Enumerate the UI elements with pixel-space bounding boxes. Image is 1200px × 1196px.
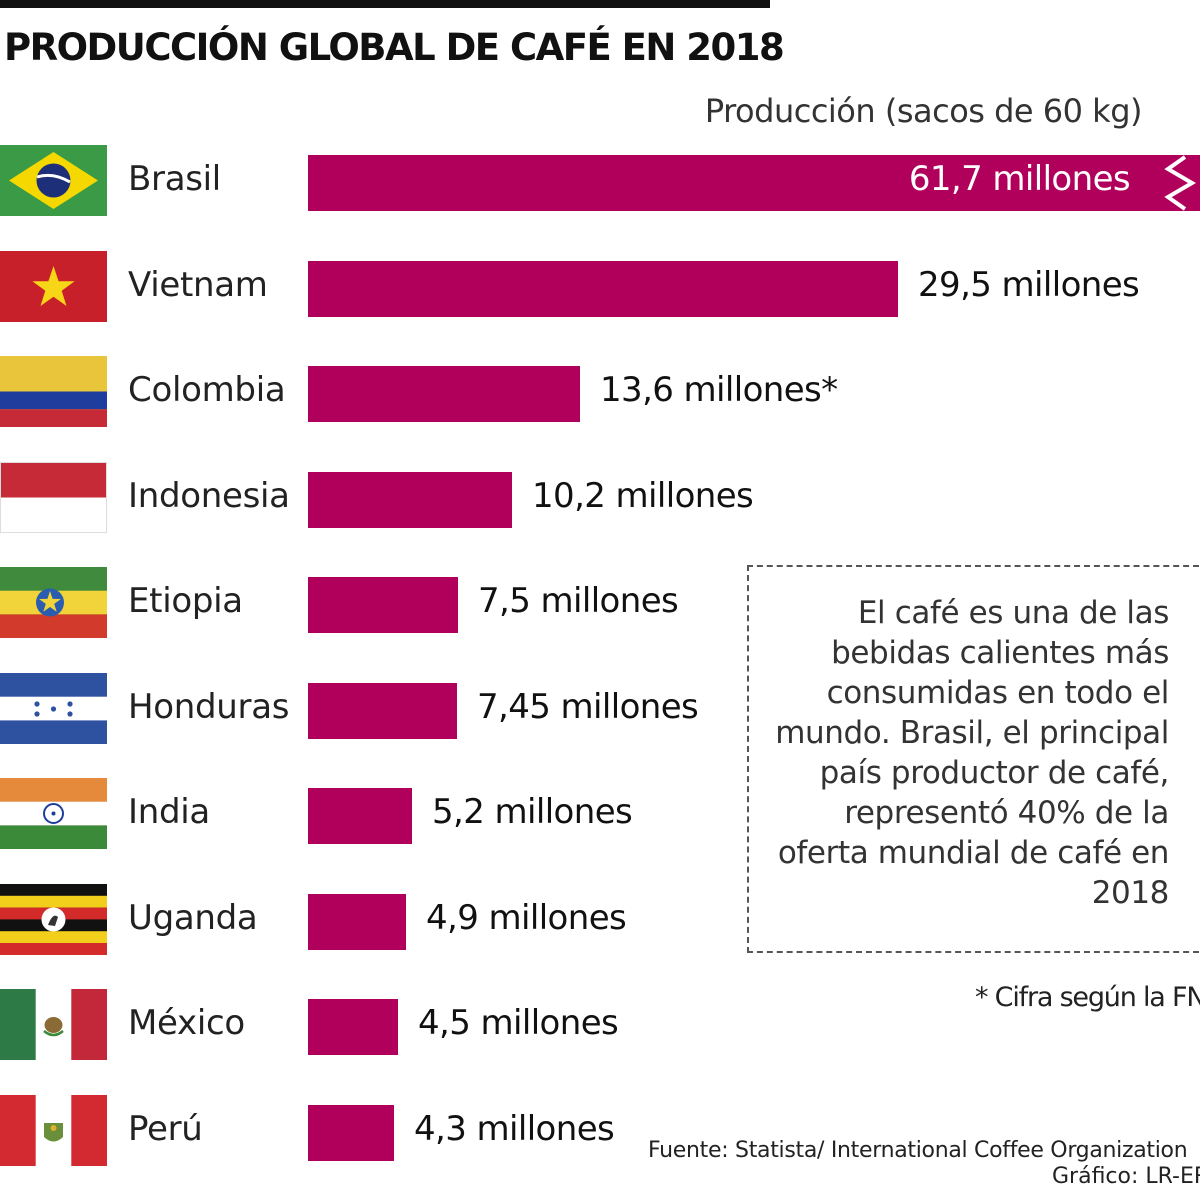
unit-label: Producción (sacos de 60 kg) <box>704 92 1143 130</box>
note-box: El café es una de las bebidas calientes … <box>747 565 1199 953</box>
chart-row-colombia: Colombia 13,6 millones* <box>0 356 1200 430</box>
chart-row-mexico: México 4,5 millones <box>0 989 1200 1063</box>
category-label: Etiopia <box>128 581 243 621</box>
bar-vietnam <box>308 261 898 317</box>
source-credit: Fuente: Statista/ International Coffee O… <box>648 1138 1188 1163</box>
bar-mexico <box>308 999 398 1055</box>
value-label: 7,5 millones <box>478 581 679 621</box>
category-label: Indonesia <box>128 476 290 516</box>
note-text: El café es una de las bebidas calientes … <box>775 595 1169 911</box>
footnote: * Cifra según la FNC <box>975 982 1200 1013</box>
category-label: India <box>128 792 210 832</box>
vietnam-flag-icon <box>0 251 107 322</box>
chart-row-uganda: Uganda 4,9 millones <box>0 884 1200 958</box>
value-label: 5,2 millones <box>432 792 633 832</box>
bar-colombia <box>308 366 580 422</box>
value-label: 7,45 millones <box>477 687 699 727</box>
bar-uganda <box>308 894 406 950</box>
chart-row-india: India 5,2 millones <box>0 778 1200 852</box>
chart-row-peru: Perú 4,3 millones <box>0 1095 1200 1169</box>
chart-row-vietnam: Vietnam 29,5 millones <box>0 251 1200 325</box>
bar-india <box>308 788 412 844</box>
bar-peru <box>308 1105 394 1161</box>
category-label: Vietnam <box>128 265 268 305</box>
value-label: 4,5 millones <box>418 1003 619 1043</box>
graphic-credit: Gráfico: LR-ER <box>1052 1164 1200 1189</box>
category-label: Perú <box>128 1109 203 1149</box>
value-label: 10,2 millones <box>532 476 754 516</box>
value-label: 4,9 millones <box>426 898 627 938</box>
honduras-flag-icon <box>0 673 107 744</box>
value-label: 13,6 millones* <box>600 370 838 410</box>
bar-indonesia <box>308 472 512 528</box>
value-label: 4,3 millones <box>414 1109 615 1149</box>
category-label: Colombia <box>128 370 286 410</box>
colombia-flag-icon <box>0 356 107 427</box>
bar-honduras <box>308 683 457 739</box>
chart-row-honduras: Honduras 7,45 millones <box>0 673 1200 747</box>
chart-row-brasil: Brasil 61,7 millones <box>0 145 1200 219</box>
bar-etiopia <box>308 577 458 633</box>
category-label: Honduras <box>128 687 290 727</box>
chart-title: PRODUCCIÓN GLOBAL DE CAFÉ EN 2018 <box>4 26 785 69</box>
category-label: México <box>128 1003 245 1043</box>
axis-break-icon <box>1164 155 1196 211</box>
chart-row-indonesia: Indonesia 10,2 millones <box>0 462 1200 536</box>
category-label: Brasil <box>128 159 221 199</box>
bar-brasil <box>308 155 1200 211</box>
value-label: 29,5 millones <box>918 265 1140 305</box>
india-flag-icon <box>0 778 107 849</box>
category-label: Uganda <box>128 898 258 938</box>
mexico-flag-icon <box>0 989 107 1060</box>
peru-flag-icon <box>0 1095 107 1166</box>
brazil-flag-icon <box>0 145 107 216</box>
indonesia-flag-icon <box>0 462 107 533</box>
ethiopia-flag-icon <box>0 567 107 638</box>
top-rule <box>0 0 770 8</box>
value-label: 61,7 millones <box>908 159 1131 199</box>
chart-row-etiopia: Etiopia 7,5 millones <box>0 567 1200 641</box>
uganda-flag-icon <box>0 884 107 955</box>
